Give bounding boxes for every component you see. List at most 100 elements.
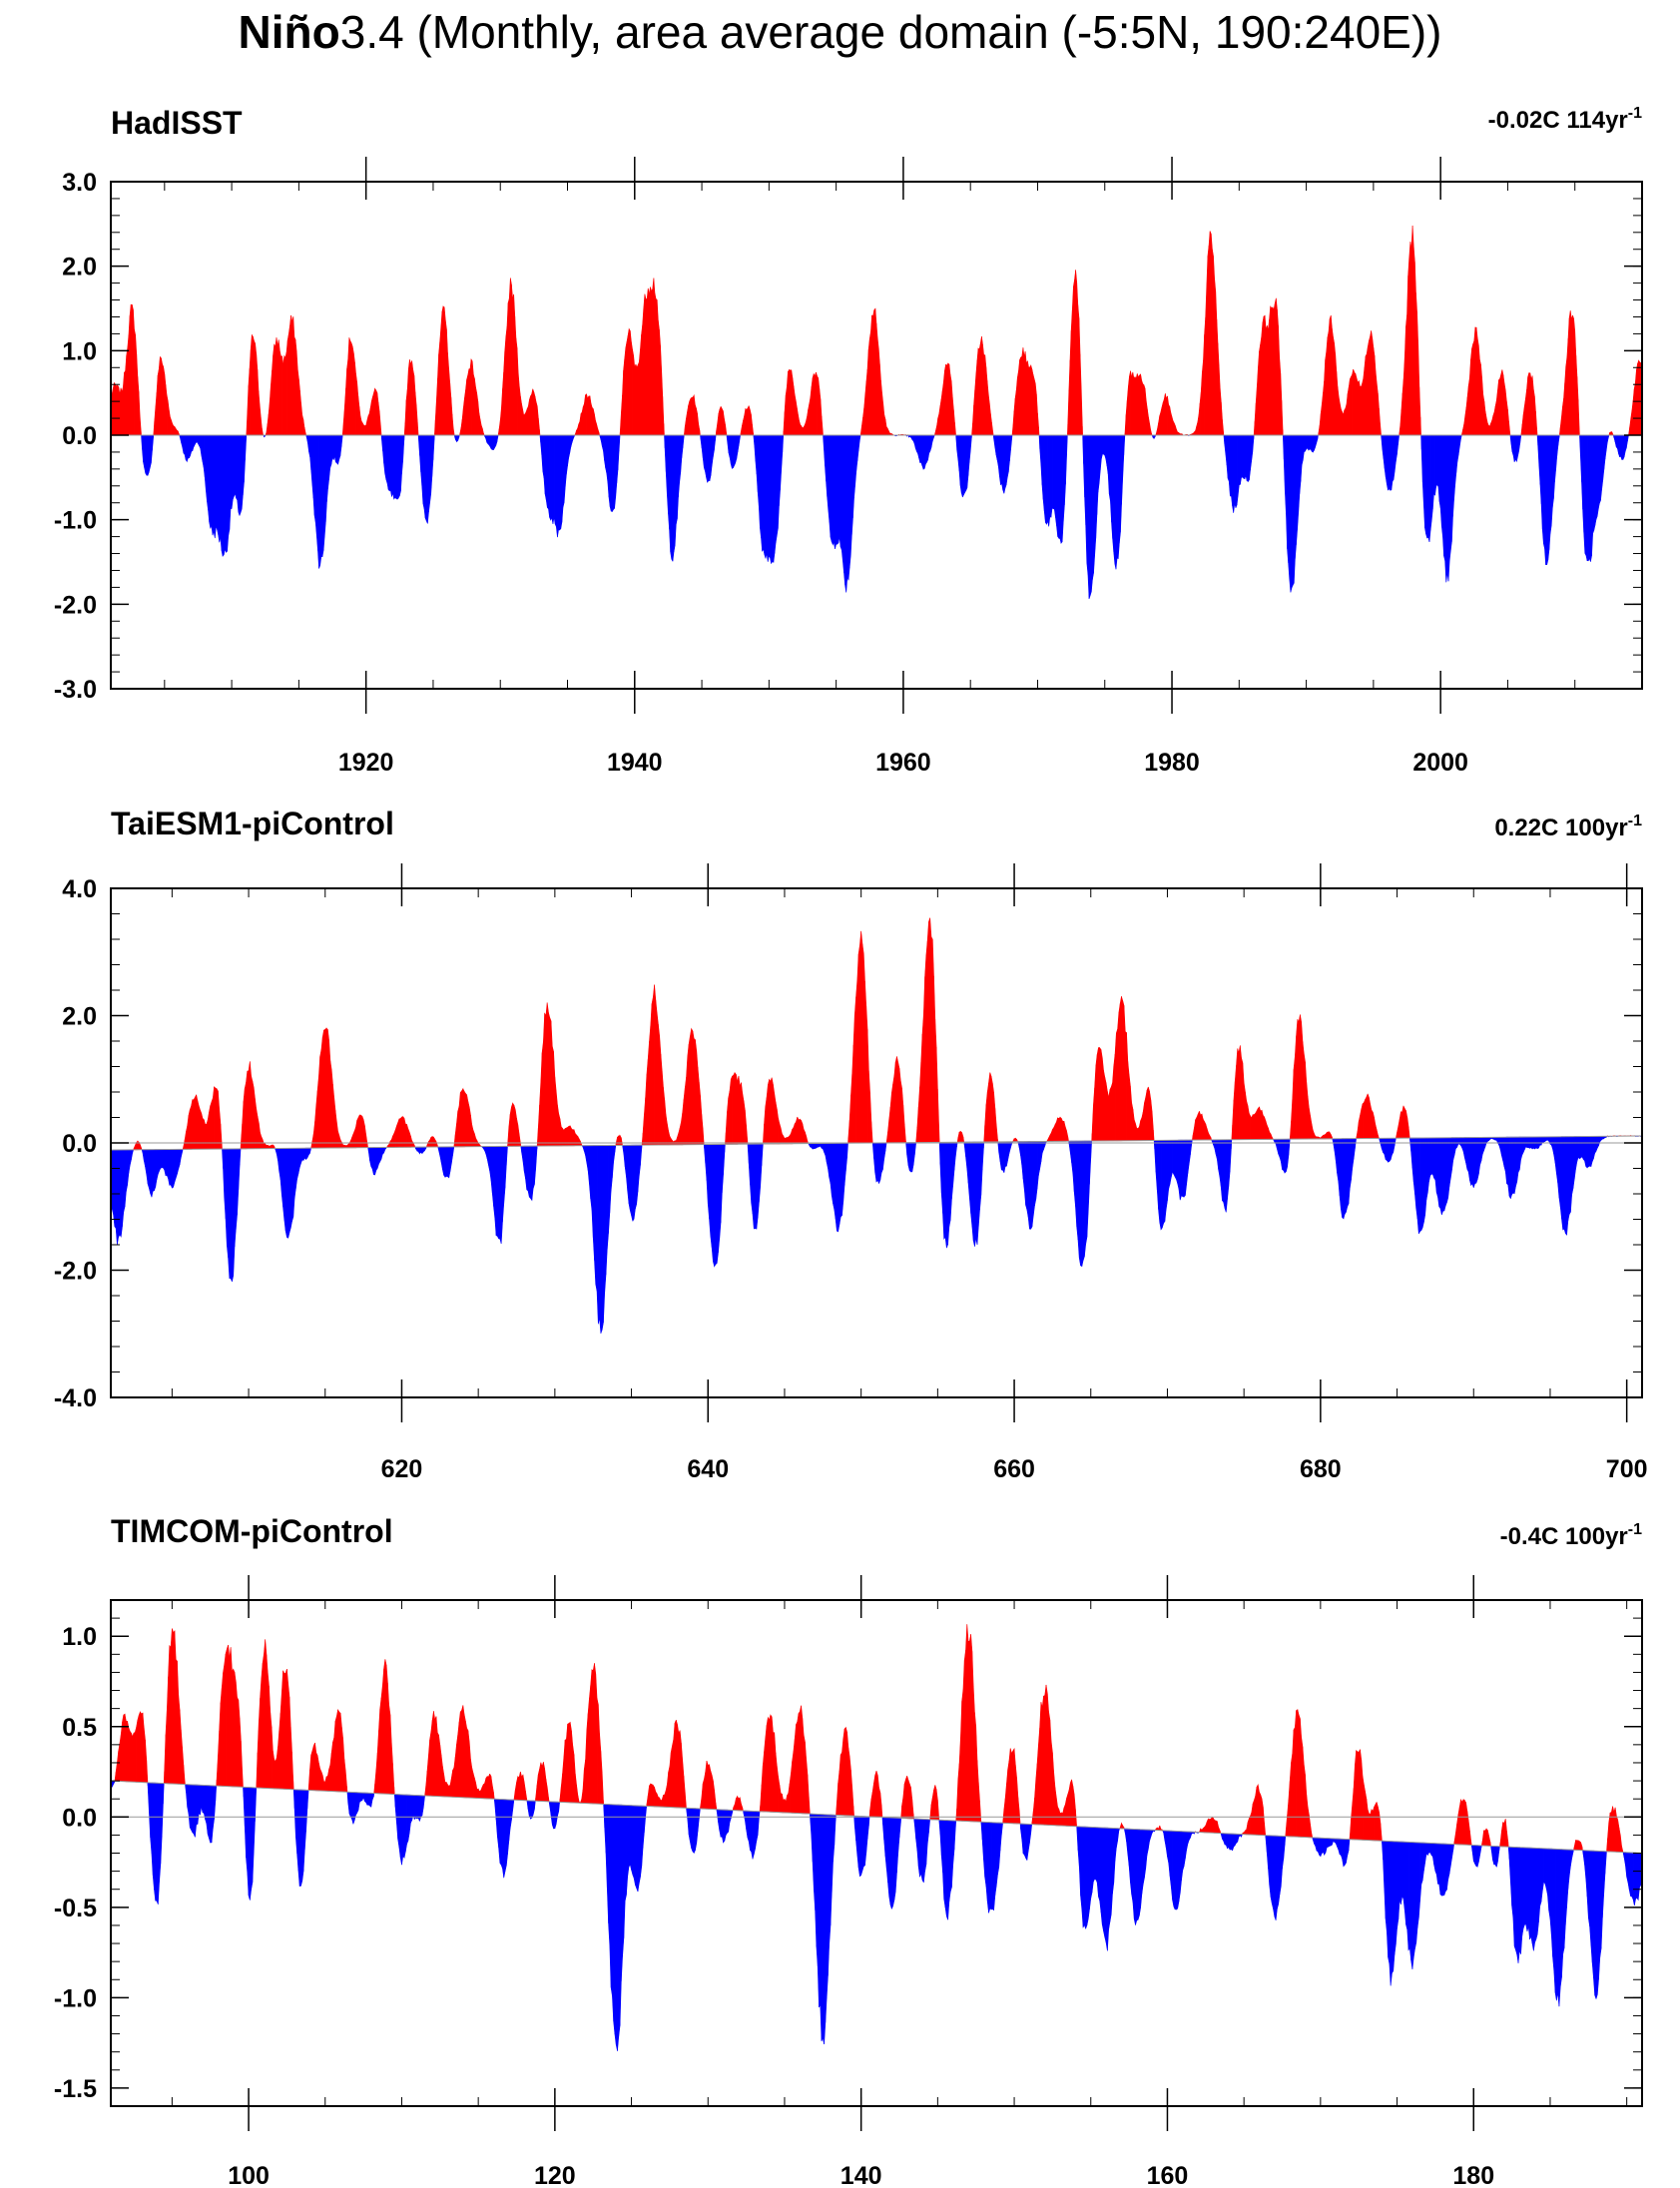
x-tick-label: 700: [1606, 1455, 1648, 1483]
y-tick-label: -4.0: [54, 1384, 97, 1412]
positive-anomaly-bar: [1577, 399, 1580, 436]
positive-anomaly-bar: [992, 430, 994, 436]
negative-anomaly-bar: [868, 1816, 870, 1827]
negative-anomaly-bar: [1284, 1836, 1287, 1846]
negative-anomaly-bar: [496, 434, 499, 442]
y-tick-label: 1.0: [62, 1623, 97, 1651]
series-fill: [111, 225, 1642, 600]
x-tick-label: 2000: [1412, 749, 1468, 777]
trend-value: 0.22C 100yr: [1494, 815, 1627, 841]
negative-anomaly-bar: [1348, 1839, 1351, 1852]
trend-value: -0.4C 100yr: [1500, 1523, 1628, 1550]
positive-anomaly-bar: [493, 1792, 495, 1800]
negative-anomaly-bar: [309, 1147, 312, 1154]
positive-anomaly-bar: [663, 423, 665, 436]
negative-anomaly-bar: [255, 1787, 258, 1822]
negative-anomaly-bar: [884, 1142, 887, 1152]
negative-anomaly-bar: [505, 1146, 508, 1166]
panel-title: TaiESM1-piControl: [111, 806, 394, 841]
series-fill: [111, 1624, 1642, 2051]
y-tick-label: -1.0: [54, 1984, 97, 2012]
positive-anomaly-bar: [1075, 1809, 1077, 1828]
positive-anomaly-bar: [262, 427, 264, 436]
negative-anomaly-bar: [1398, 434, 1400, 445]
x-tick-label: 1920: [338, 749, 394, 777]
positive-anomaly-bar: [746, 1125, 749, 1145]
positive-anomaly-bar: [1581, 1846, 1583, 1852]
page-title-rest: 3.4 (Monthly, area average domain (-5:5N…: [339, 6, 1442, 58]
negative-anomaly-bar: [152, 434, 154, 451]
y-tick-label: 4.0: [62, 875, 97, 903]
negative-anomaly-bar: [645, 1806, 648, 1818]
page-title: Niño3.4 (Monthly, area average domain (-…: [0, 2, 1680, 62]
positive-anomaly-bar: [1067, 1136, 1069, 1142]
negative-anomaly-bar: [914, 1142, 916, 1155]
negative-anomaly-bar: [1627, 434, 1629, 442]
y-tick-label: -0.5: [54, 1895, 97, 1922]
negative-anomaly-bar: [452, 1146, 455, 1156]
positive-anomaly-bar: [702, 1128, 705, 1145]
panel-1: HadISST -0.02C 114yr-1 -3.0 -2.0 -1.0 0.0 1.0 2…: [54, 105, 1643, 777]
y-tick-label: -3.0: [54, 676, 97, 704]
negative-anomaly-bar: [1317, 434, 1319, 440]
negative-anomaly-bar: [306, 1790, 309, 1810]
negative-anomaly-bar: [1000, 1822, 1003, 1836]
trend-value: -0.02C 114yr: [1488, 107, 1628, 134]
y-tick-label: 0.0: [62, 1130, 97, 1158]
negative-anomaly-bar: [618, 434, 621, 452]
positive-anomaly-bar: [870, 1121, 873, 1144]
negative-anomaly-bar: [782, 434, 785, 453]
y-tick-label: 2.0: [62, 254, 97, 281]
x-tick-label: 160: [1147, 2162, 1189, 2188]
panel-2: TaiESM1-piControl 0.22C 100yr-1 -4.0 -2.0 0.…: [54, 806, 1648, 1483]
y-tick-label: 1.0: [62, 337, 97, 365]
positive-anomaly-bar: [183, 1765, 186, 1785]
trend-label: -0.4C 100yr-1: [1500, 1521, 1642, 1550]
negative-anomaly-bar: [422, 1795, 425, 1809]
positive-anomaly-bar: [621, 1137, 623, 1146]
negative-anomaly-bar: [1030, 1824, 1033, 1834]
panel-title: TIMCOM-piControl: [111, 1513, 393, 1549]
positive-anomaly-bar: [1311, 1833, 1314, 1839]
positive-anomaly-bar: [1380, 1823, 1383, 1842]
positive-anomaly-bar: [146, 1760, 149, 1784]
negative-anomaly-bar: [858, 434, 861, 441]
positive-anomaly-bar: [601, 1772, 604, 1805]
positive-anomaly-bar: [808, 1796, 811, 1815]
negative-anomaly-bar: [1498, 1846, 1500, 1852]
negative-anomaly-bar: [340, 434, 343, 447]
positive-anomaly-bar: [912, 1814, 914, 1820]
x-tick-label: 680: [1300, 1455, 1342, 1483]
negative-anomaly-bar: [1519, 434, 1522, 443]
positive-anomaly-bar: [416, 421, 419, 436]
y-tick-label: 0.5: [62, 1714, 97, 1742]
positive-anomaly-bar: [962, 1136, 965, 1143]
x-tick-label: 640: [687, 1455, 729, 1483]
negative-anomaly-bar: [1066, 434, 1068, 455]
negative-anomaly-bar: [715, 434, 717, 441]
x-tick-label: 120: [534, 2162, 576, 2188]
negative-anomaly-bar: [1288, 1138, 1291, 1156]
negative-anomaly-bar: [1090, 1140, 1092, 1159]
y-tick-label: 0.0: [62, 422, 97, 450]
positive-anomaly-bar: [366, 1143, 368, 1148]
x-tick-label: 620: [381, 1455, 423, 1483]
negative-anomaly-bar: [215, 1785, 218, 1802]
trend-label: 0.22C 100yr-1: [1494, 813, 1642, 841]
negative-anomaly-bar: [1394, 1137, 1397, 1147]
x-tick-label: 140: [840, 2162, 882, 2188]
positive-anomaly-bar: [954, 422, 956, 436]
positive-anomaly-bar: [903, 1124, 906, 1144]
y-tick-label: 3.0: [62, 169, 97, 197]
positive-anomaly-bar: [1150, 429, 1153, 436]
series-fill: [111, 917, 1642, 1334]
positive-anomaly-bar: [452, 427, 455, 436]
y-tick-label: 2.0: [62, 1003, 97, 1031]
baseline-line: [110, 1135, 1643, 1151]
positive-anomaly-bar: [880, 1805, 883, 1818]
negative-anomaly-bar: [761, 1143, 764, 1166]
positive-anomaly-bar: [979, 1801, 982, 1823]
x-tick-label: 100: [228, 2162, 270, 2188]
negative-anomaly-bar: [535, 1145, 538, 1169]
y-tick-label: -1.5: [54, 2075, 97, 2103]
